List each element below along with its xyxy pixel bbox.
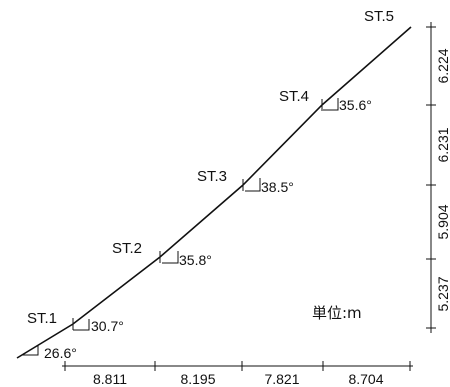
horizontal-distance-2: 8.195 [180, 371, 215, 387]
angle-label-st2: 35.8° [179, 252, 212, 268]
horizontal-distance-3: 7.821 [264, 371, 299, 387]
angle-mark-st4 [323, 98, 339, 111]
angle-label-st3: 38.5° [261, 179, 294, 195]
horizontal-distance-4: 8.704 [348, 371, 383, 387]
slope-line [16, 26, 412, 359]
station-label-st5: ST.5 [364, 8, 394, 25]
angle-label-st1: 30.7° [91, 318, 124, 334]
angle-mark-st2 [162, 251, 179, 264]
station-label-st4: ST.4 [279, 88, 309, 105]
angle-mark-st1 [73, 319, 90, 331]
angle-mark-st3 [245, 178, 261, 192]
vertical-distance-4: 6.224 [435, 48, 450, 83]
vertical-distance-1: 5.237 [435, 276, 450, 311]
angle-label-st4: 35.6° [339, 97, 372, 113]
vertical-distance-3: 6.231 [435, 127, 450, 162]
angle-label-start: 26.6° [44, 345, 77, 361]
angle-mark-start [22, 345, 39, 356]
station-label-st3: ST.3 [197, 168, 227, 185]
horizontal-distance-1: 8.811 [93, 371, 127, 387]
unit-label: 単位:m [312, 304, 362, 322]
vertical-distance-2: 5.904 [435, 204, 450, 239]
station-label-st1: ST.1 [27, 310, 57, 327]
station-label-st2: ST.2 [112, 240, 142, 257]
